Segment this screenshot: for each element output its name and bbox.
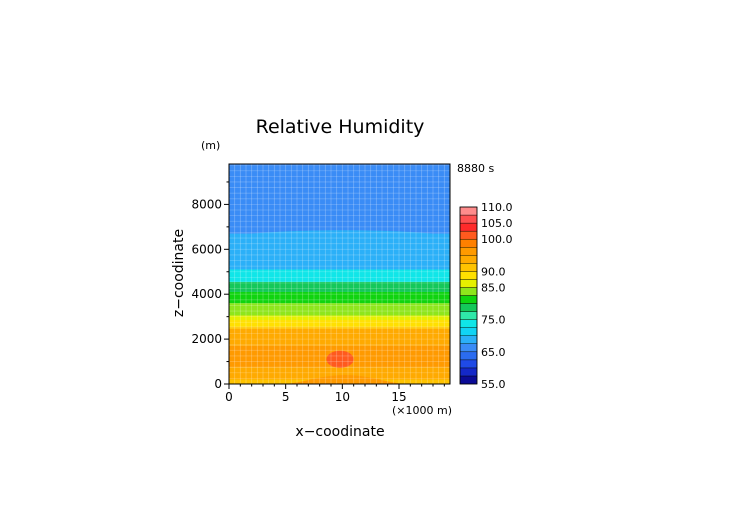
- humidity-band-6: [229, 315, 450, 321]
- colorbar-swatch: [459, 327, 478, 336]
- colorbar-swatch: [459, 214, 478, 224]
- humidity-band-3: [229, 329, 450, 346]
- colorbar-swatch: [459, 222, 478, 232]
- colorbar-swatch: [459, 295, 478, 304]
- colorbar-tick-label: 110.0: [481, 201, 513, 214]
- x-tick-label: 15: [391, 390, 406, 404]
- colorbar-swatch: [459, 319, 478, 328]
- x-tick-label: 5: [282, 390, 290, 404]
- x-tick-label: 10: [335, 390, 350, 404]
- colorbar-swatch: [459, 367, 478, 377]
- y-tick-label: 8000: [191, 197, 222, 211]
- y-unit-label: (m): [201, 139, 220, 152]
- colorbar-swatch: [459, 238, 478, 248]
- colorbar-swatch: [459, 303, 478, 312]
- colorbar-swatch: [459, 230, 478, 240]
- y-tick-label: 0: [214, 377, 222, 391]
- colorbar-swatch: [459, 351, 478, 361]
- colorbar: 110.0 105.0 100.0 90.0 85.0 75.0 65.0 55.0: [459, 201, 513, 391]
- y-axis-label: z−coodinate: [171, 229, 187, 317]
- colorbar-tick-label: 75.0: [481, 314, 506, 327]
- x-axis-label: x−coodinate: [295, 424, 384, 440]
- colorbar-tick-label: 85.0: [481, 281, 506, 294]
- axes: 0 5 10 15 0 2000 4000 6000 8000: [191, 181, 445, 404]
- colorbar-swatch: [459, 335, 478, 344]
- colorbar-swatch: [459, 206, 478, 216]
- humidity-feature-dome: [280, 375, 411, 384]
- colorbar-tick-label: 100.0: [481, 233, 513, 246]
- plot-area: [229, 164, 450, 384]
- colorbar-swatch: [459, 359, 478, 369]
- humidity-band-4: [229, 326, 450, 329]
- plot-frame: [228, 163, 451, 385]
- colorbar-swatch: [459, 263, 478, 272]
- humidity-feature-bump: [229, 230, 450, 234]
- y-tick-label: 4000: [191, 287, 222, 301]
- x-tick-label: 0: [225, 390, 233, 404]
- colorbar-swatch: [459, 247, 478, 256]
- colorbar-frame: [459, 206, 478, 385]
- humidity-band-9: [229, 281, 450, 292]
- humidity-band-5: [229, 320, 450, 327]
- colorbar-swatch: [459, 271, 478, 280]
- colorbar-swatch: [459, 279, 478, 288]
- x-unit-label: (×1000 m): [392, 404, 452, 417]
- grid-lines: [229, 164, 450, 384]
- colorbar-swatch: [459, 343, 478, 353]
- humidity-band-8: [229, 291, 450, 304]
- humidity-band-7: [229, 303, 450, 316]
- colorbar-tick-label: 105.0: [481, 217, 513, 230]
- colorbar-tick-label: 65.0: [481, 346, 506, 359]
- humidity-band-11: [229, 233, 450, 270]
- humidity-band-12: [229, 164, 450, 234]
- humidity-band-1: [229, 367, 450, 380]
- chart-title: Relative Humidity: [256, 116, 425, 138]
- colorbar-tick-label: 90.0: [481, 265, 506, 278]
- y-tick-label: 2000: [191, 332, 222, 346]
- colorbar-swatch: [459, 311, 478, 320]
- y-tick-label: 6000: [191, 242, 222, 256]
- time-label: 8880 s: [457, 162, 494, 175]
- colorbar-swatch: [459, 255, 478, 264]
- colorbar-swatch: [459, 287, 478, 296]
- colorbar-swatch: [459, 375, 478, 385]
- colorbar-tick-label: 55.0: [481, 378, 506, 391]
- humidity-band-10: [229, 269, 450, 282]
- humidity-feature-maximum: [326, 350, 354, 368]
